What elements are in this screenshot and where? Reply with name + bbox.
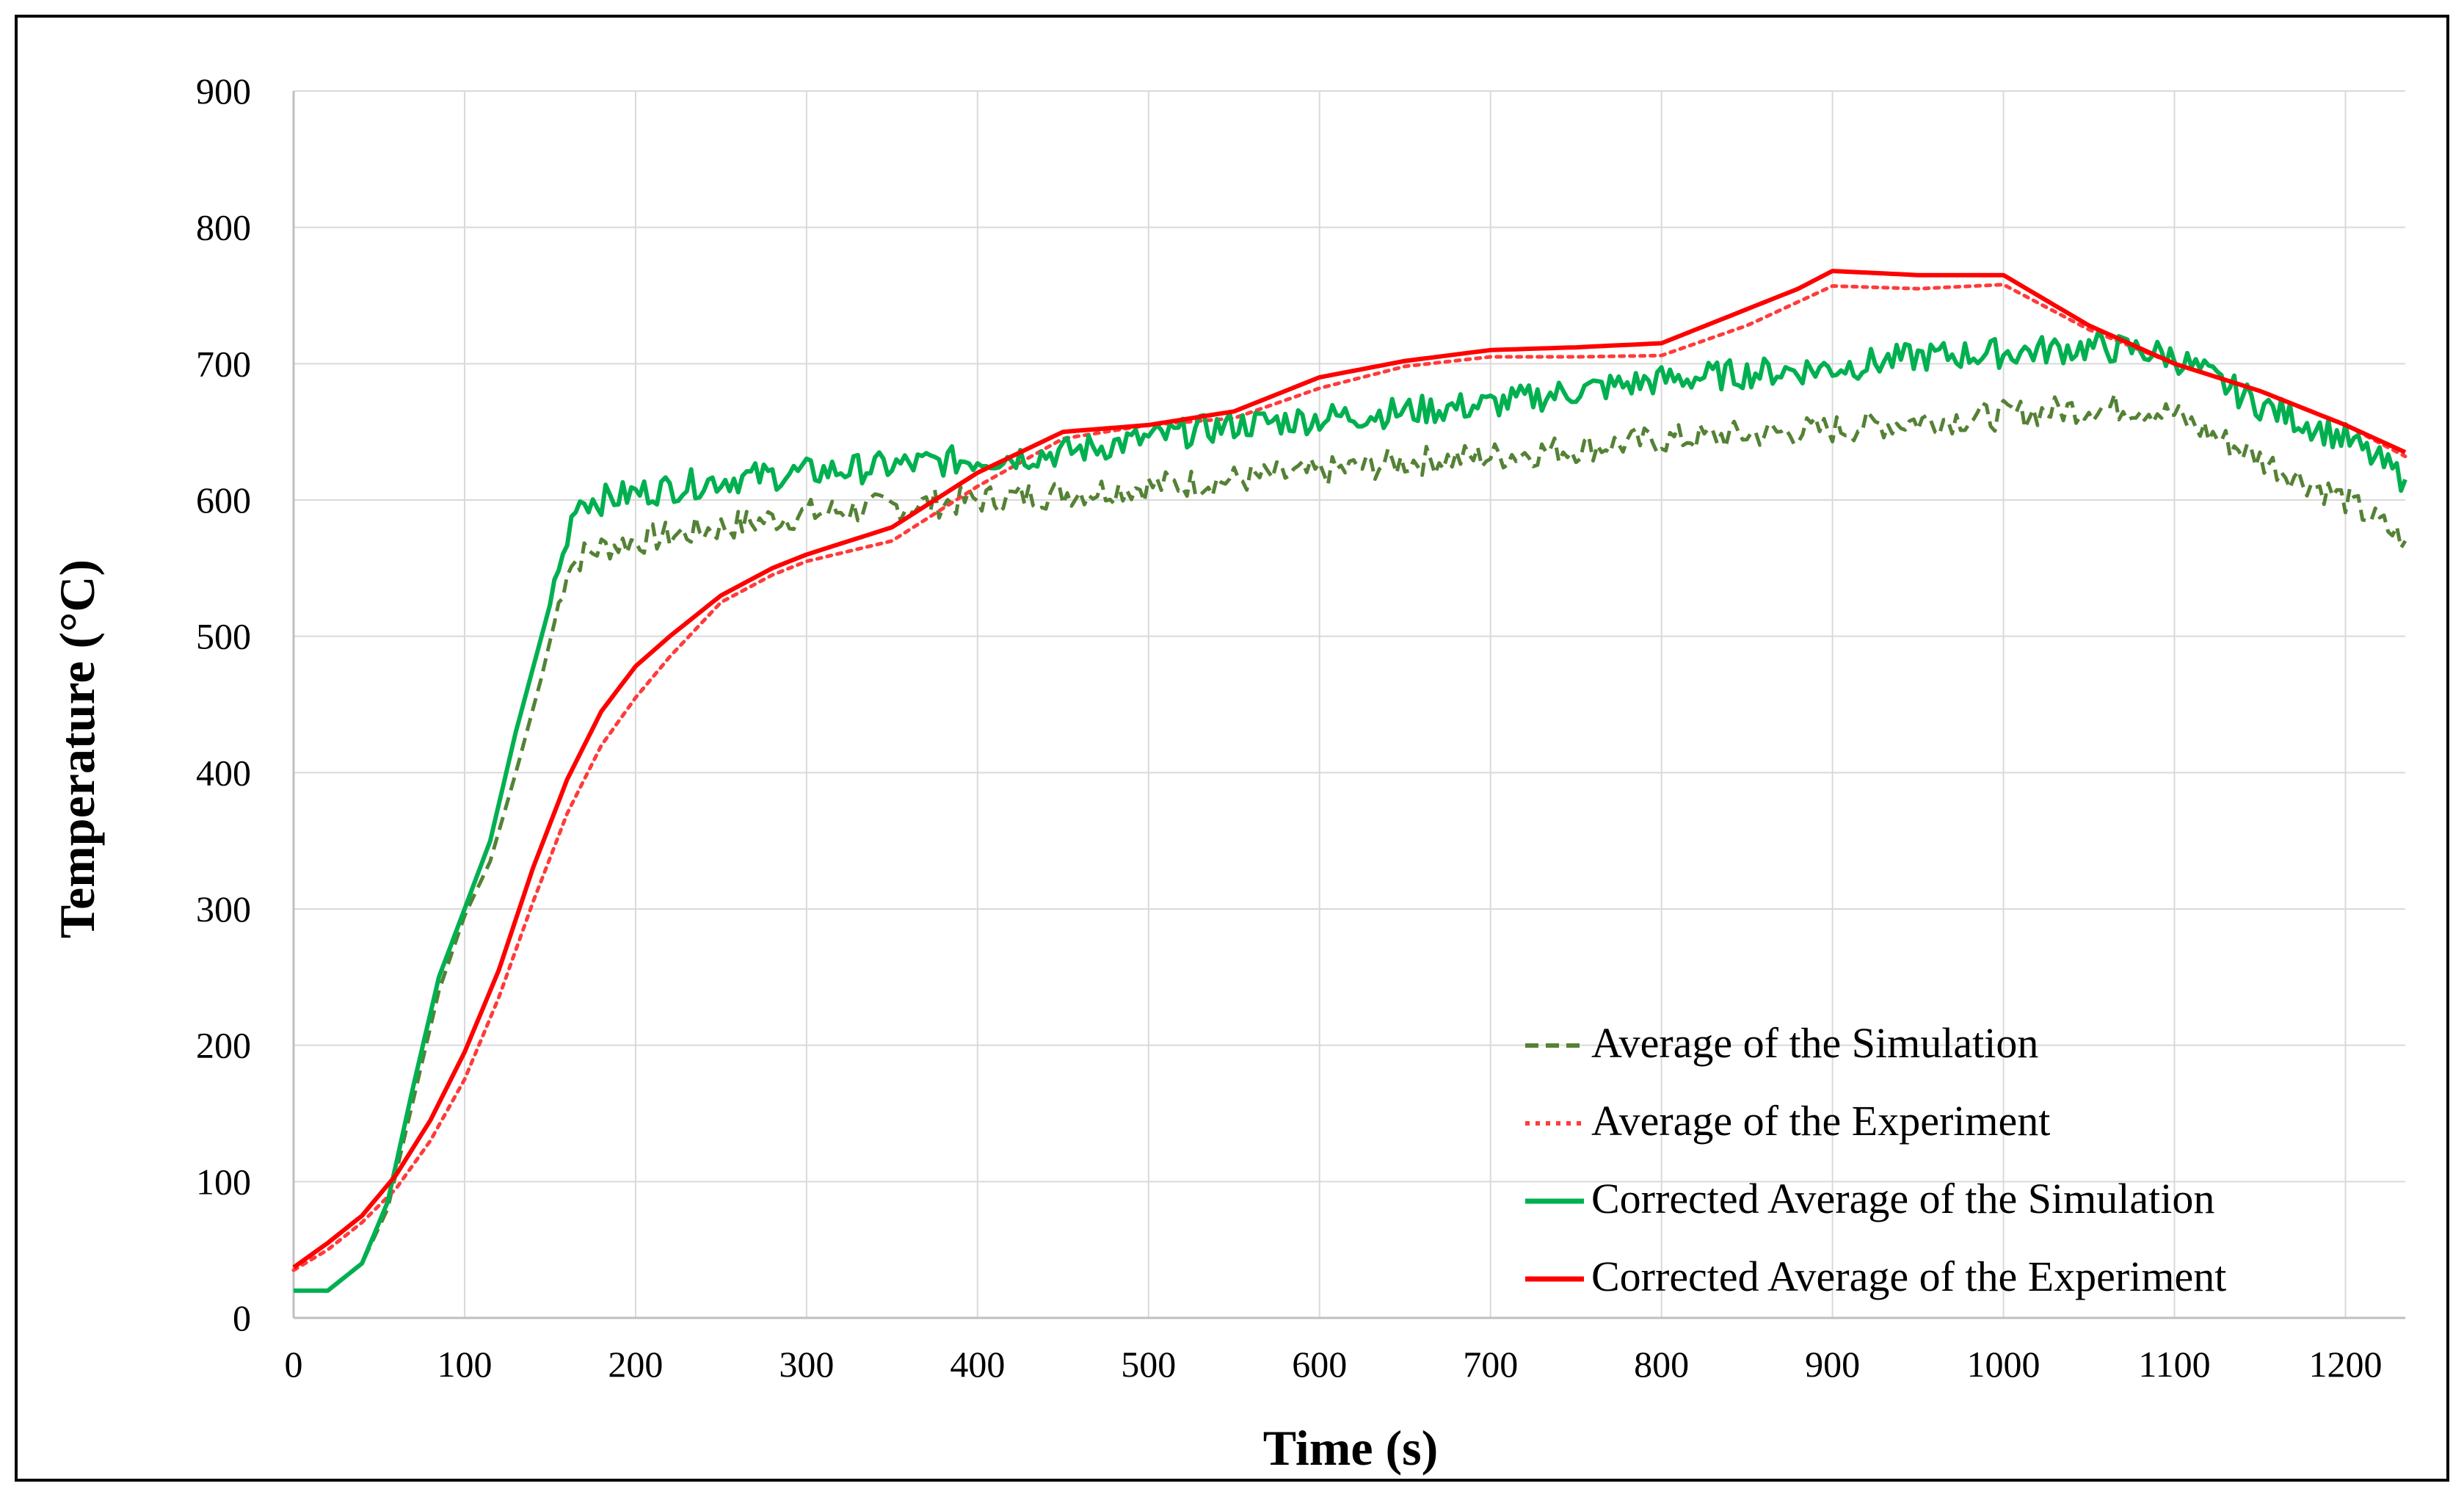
series-lines xyxy=(291,269,2407,1293)
legend-label: Average of the Simulation xyxy=(1591,1019,2038,1067)
y-tick-label: 800 xyxy=(196,207,251,248)
gridlines xyxy=(294,90,2405,1318)
series-line-4 xyxy=(292,269,2407,1269)
x-tick-label: 900 xyxy=(1805,1344,1860,1385)
x-tick-label: 600 xyxy=(1292,1344,1347,1385)
y-tick-label: 200 xyxy=(196,1025,251,1066)
y-tick-label: 0 xyxy=(233,1297,251,1338)
series-line-2 xyxy=(291,283,2407,1272)
chart-frame xyxy=(15,15,2449,1482)
tick-labels: 0 100 200 300 400 500 600 700 800 900 1000 1100 1200… xyxy=(196,70,2382,1385)
legend: Average of the Simulation Average of the … xyxy=(1525,1019,2226,1300)
legend-label: Corrected Average of the Simulation xyxy=(1591,1175,2214,1222)
x-tick-label: 500 xyxy=(1121,1344,1176,1385)
y-tick-label: 900 xyxy=(196,70,251,112)
x-axis-title: Time (s) xyxy=(1263,1420,1439,1476)
x-tick-label: 200 xyxy=(608,1344,663,1385)
series-line-3 xyxy=(294,332,2407,1293)
x-tick-label: 700 xyxy=(1463,1344,1518,1385)
y-axis-title: Temperature (°C) xyxy=(49,559,105,938)
y-tick-label: 300 xyxy=(196,888,251,930)
y-tick-label: 700 xyxy=(196,343,251,384)
x-tick-label: 800 xyxy=(1634,1344,1689,1385)
x-tick-label: 300 xyxy=(779,1344,834,1385)
legend-label: Average of the Experiment xyxy=(1591,1097,2050,1145)
y-tick-label: 500 xyxy=(196,616,251,657)
x-tick-label: 100 xyxy=(437,1344,492,1385)
x-tick-label: 1100 xyxy=(2138,1344,2210,1385)
x-tick-label: 400 xyxy=(950,1344,1005,1385)
y-tick-label: 100 xyxy=(196,1161,251,1202)
axes xyxy=(292,91,2405,1319)
y-tick-label: 400 xyxy=(196,752,251,793)
x-tick-label: 1000 xyxy=(1967,1344,2040,1385)
x-tick-label: 1200 xyxy=(2308,1344,2382,1385)
x-tick-label: 0 xyxy=(285,1344,303,1385)
legend-label: Corrected Average of the Experiment xyxy=(1591,1253,2226,1300)
series-line-1 xyxy=(294,392,2407,1293)
y-tick-label: 600 xyxy=(196,479,251,521)
